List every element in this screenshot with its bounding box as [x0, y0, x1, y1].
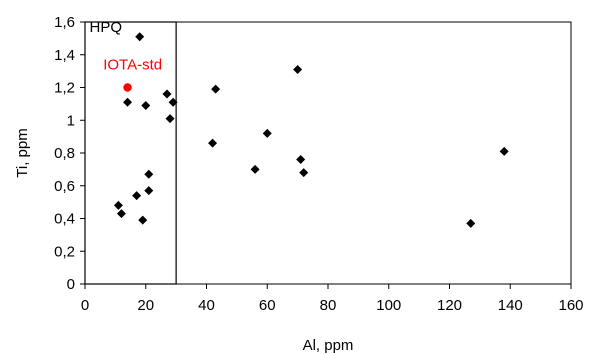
y-tick-label: 0,8: [54, 145, 75, 162]
x-tick-label: 160: [558, 297, 583, 314]
plot-area: [84, 21, 572, 285]
x-tick-label: 100: [376, 297, 401, 314]
data-point-diamond: [138, 215, 148, 225]
data-point-diamond: [116, 209, 126, 219]
data-point-diamond: [165, 114, 175, 124]
y-tick-label: 0: [67, 276, 75, 293]
data-points: [113, 32, 509, 228]
x-tick-label: 40: [198, 297, 215, 314]
data-point-diamond: [499, 146, 509, 156]
x-axis-ticks: 0 20 40 60 80 100 120 140 160: [81, 284, 584, 314]
y-axis-ticks: 0 0,2 0,4 0,6 0,8 1 1,2 1,4 1,6: [54, 14, 85, 293]
annotations: HPQ IOTA-std: [90, 19, 163, 74]
data-point-diamond: [466, 218, 476, 228]
data-point-diamond: [144, 169, 154, 179]
data-point-diamond: [293, 64, 303, 74]
y-tick-label: 0,2: [54, 243, 75, 260]
data-point-diamond: [162, 89, 172, 99]
data-point-diamond: [123, 97, 133, 107]
x-axis-title: Al, ppm: [303, 337, 354, 354]
x-tick-label: 60: [259, 297, 276, 314]
data-point-diamond: [135, 32, 145, 42]
x-tick-label: 0: [81, 297, 89, 314]
x-tick-label: 140: [498, 297, 523, 314]
annotation-iota-std: IOTA-std: [103, 56, 162, 73]
data-point-diamond: [208, 138, 218, 148]
data-point-diamond: [144, 186, 154, 196]
y-tick-label: 1,4: [54, 47, 75, 64]
y-tick-label: 1,6: [54, 14, 75, 31]
y-tick-label: 1: [67, 112, 75, 129]
data-point-diamond: [262, 128, 272, 138]
data-point-diamond: [211, 84, 221, 94]
data-point-diamond: [141, 101, 151, 111]
x-tick-label: 80: [320, 297, 337, 314]
data-point-diamond: [296, 155, 306, 165]
x-tick-label: 120: [437, 297, 462, 314]
y-tick-label: 1,2: [54, 80, 75, 97]
x-tick-label: 20: [137, 297, 154, 314]
y-axis-title: Ti, ppm: [14, 128, 31, 177]
y-tick-label: 0,6: [54, 178, 75, 195]
data-point-diamond: [250, 164, 260, 174]
y-tick-label: 0,4: [54, 211, 75, 228]
data-point-diamond: [299, 168, 309, 178]
data-point-diamond: [113, 200, 123, 210]
data-point-circle: [123, 83, 132, 92]
annotation-hpq: HPQ: [90, 19, 123, 36]
data-point-diamond: [168, 97, 178, 107]
data-point-diamond: [132, 191, 142, 201]
